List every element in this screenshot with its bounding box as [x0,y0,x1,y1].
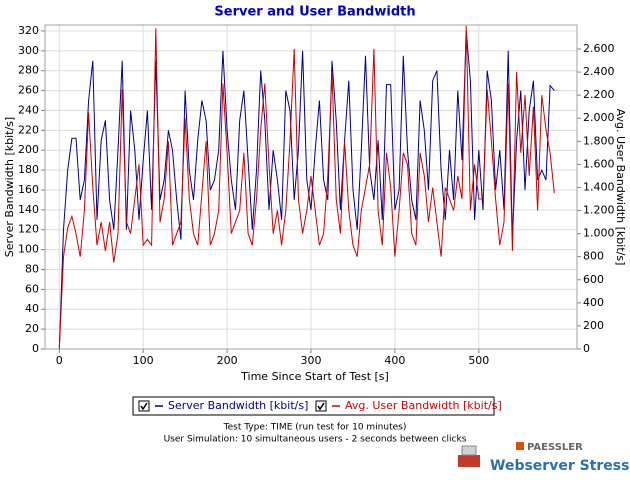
plot-border [44,24,578,350]
legend-label[interactable]: Avg. User Bandwidth [kbit/s] [345,399,502,412]
plot [58,25,555,349]
y-tick-label: 140 [18,203,39,216]
y2-tick-label: 600 [583,273,604,286]
x-tick-label: 100 [133,354,154,367]
y2-tick-label: 2.000 [583,111,615,124]
y-tick-label: 240 [18,103,39,116]
y-axis-label: Server Bandwidth [kbit/s] [3,117,16,257]
x-axis-label: Time Since Start of Test [s] [240,370,389,383]
logo-icon [461,445,477,456]
y2-tick-label: 1.400 [583,180,615,193]
logo-mark [516,442,524,450]
legend-checkbox[interactable] [315,400,327,412]
legend-check[interactable] [140,402,148,411]
y-tick-label: 200 [18,143,39,156]
y2-tick-label: 0 [583,342,590,355]
legend-items: Server Bandwidth [kbit/s] Avg. User Bandw… [138,399,502,412]
y2-tick-label: 2.200 [583,88,615,101]
y2-tick-label: 1.600 [583,157,615,170]
y-tick-label: 160 [18,183,39,196]
y2-tick-label: 200 [583,319,604,332]
legend-label[interactable]: Server Bandwidth [kbit/s] [168,399,308,412]
y2-tick-label: 2.400 [583,65,615,78]
legend-check[interactable] [317,402,325,411]
company: PAESSLER [527,442,583,453]
y-tick-label: 300 [18,44,39,57]
y-tick-label: 220 [18,123,39,136]
y-tick-label: 40 [25,302,39,315]
series-line [58,30,555,349]
chart-title: Server and User Bandwidth [214,5,415,20]
x-tick-label: 500 [468,354,489,367]
grid: 0 20 40 60 80 100 120 140 160 180 200 220 240 260 280 3… [18,24,615,367]
y-tick-label: 180 [18,163,39,176]
y-tick-label: 80 [25,262,39,275]
y-tick-label: 100 [18,243,39,256]
y2-tick-label: 2.600 [583,42,615,55]
y-tick-label: 0 [32,342,39,355]
y-tick-label: 20 [25,322,39,335]
y-tick-label: 260 [18,84,39,97]
legend [132,396,495,416]
x-tick-label: 400 [384,354,405,367]
product: Webserver Stress Tool [490,458,630,474]
y2-tick-label: 1.800 [583,134,615,147]
logo: PAESSLER Webserver Stress Tool [458,442,630,474]
x-tick-label: 300 [301,354,322,367]
y-tick-label: 280 [18,64,39,77]
y-tick-label: 120 [18,223,39,236]
legend-checkbox[interactable] [138,400,150,412]
x-tick-label: 200 [217,354,238,367]
x-tick-label: 0 [56,354,63,367]
y-tick-label: 320 [18,24,39,37]
note: User Simulation: 10 simultaneous users -… [164,435,467,445]
y2-tick-label: 400 [583,296,604,309]
y2-tick-label: 800 [583,250,604,263]
y2-axis-label: Avg. User Bandwidth [kbit/s] [614,109,627,266]
logo-icon [458,455,480,467]
y2-tick-label: 1.000 [583,227,615,240]
y-tick-label: 60 [25,282,39,295]
series-line [58,25,555,349]
note: Test Type: TIME (run test for 10 minutes… [223,423,407,433]
y2-tick-label: 1.200 [583,204,615,217]
